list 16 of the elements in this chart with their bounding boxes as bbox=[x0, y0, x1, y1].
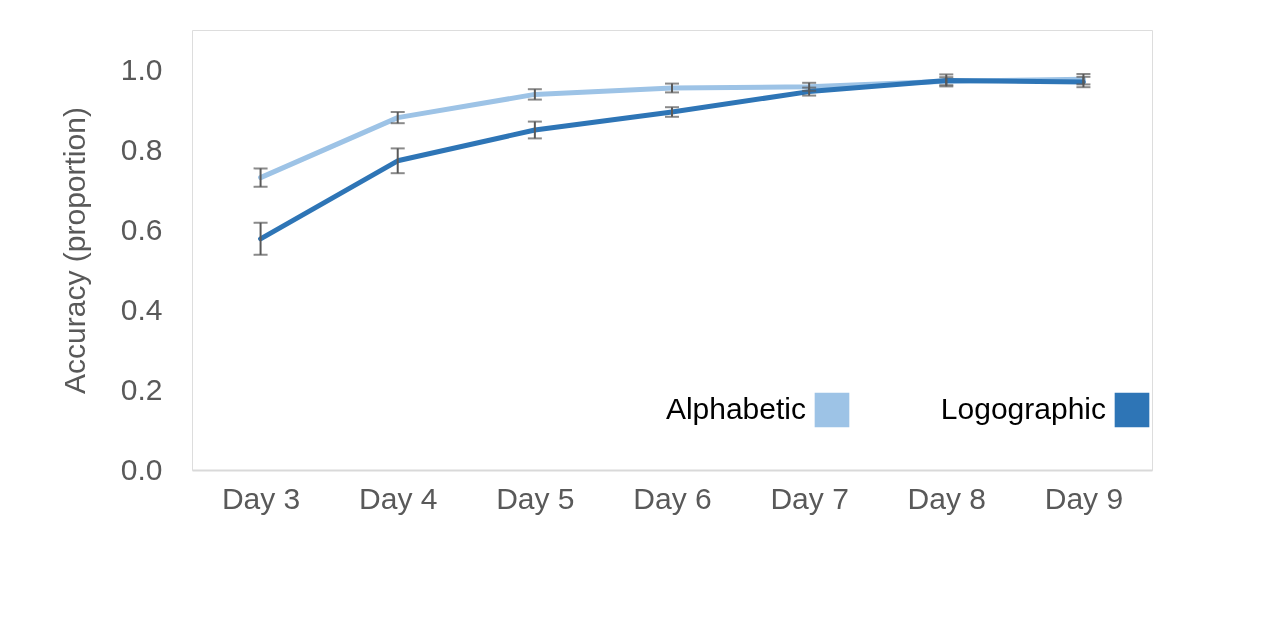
x-tick-label: Day 9 bbox=[1044, 481, 1124, 515]
x-tick-label: Day 8 bbox=[907, 481, 986, 515]
y-tick-label: 0.0 bbox=[120, 452, 163, 486]
x-tick-label: Day 3 bbox=[221, 481, 301, 515]
x-tick-label: Day 7 bbox=[770, 481, 849, 515]
y-axis-title: Accuracy (proportion) bbox=[57, 107, 91, 394]
x-tick-label: Day 6 bbox=[633, 481, 712, 515]
legend-label: Logographic bbox=[940, 392, 1106, 425]
x-tick-label: Day 4 bbox=[359, 481, 438, 515]
y-tick-label: 0.2 bbox=[120, 372, 163, 406]
legend-label: Alphabetic bbox=[665, 392, 806, 425]
y-tick-label: 0.6 bbox=[120, 212, 163, 246]
y-tick-label: 0.8 bbox=[120, 132, 163, 166]
x-tick-label: Day 5 bbox=[496, 481, 575, 515]
y-tick-label: 1.0 bbox=[120, 52, 163, 86]
y-tick-label: 0.4 bbox=[120, 292, 163, 326]
